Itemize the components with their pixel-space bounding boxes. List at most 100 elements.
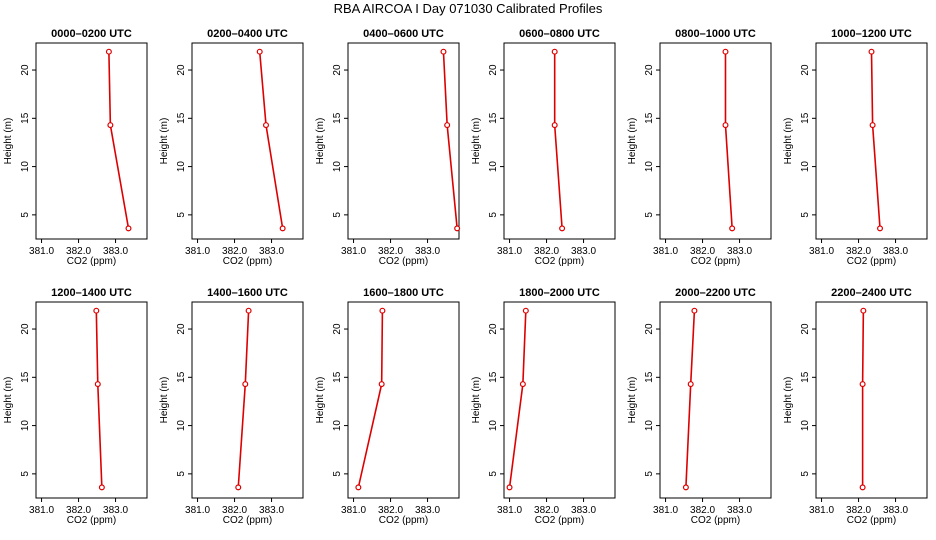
data-point (722, 122, 729, 129)
x-tick-label: 383.0 (103, 505, 128, 516)
data-point (877, 225, 884, 232)
x-tick-label: 383.0 (259, 505, 284, 516)
y-axis-label: Height (m) (627, 118, 638, 165)
x-tick-label: 383.0 (883, 246, 908, 257)
y-tick-label: 15 (176, 112, 187, 124)
x-axis-label: CO2 (ppm) (379, 256, 428, 267)
plot-frame (35, 42, 148, 240)
y-tick-label: 5 (488, 471, 499, 477)
y-tick-label: 20 (800, 323, 811, 335)
data-point (687, 381, 694, 388)
plot-frame (815, 42, 928, 240)
y-tick-label: 5 (488, 212, 499, 218)
y-tick-label: 5 (800, 212, 811, 218)
panel-title: 1000–1200 UTC (831, 28, 912, 40)
y-tick-label: 5 (644, 212, 655, 218)
y-axis-label: Height (m) (471, 377, 482, 424)
panel-title: 0600–0800 UTC (519, 28, 600, 40)
x-tick-label: 381.0 (185, 246, 210, 257)
panel-11: 2000–2200 UTC 381.0 382.0 383.0 5 10 15 20 CO2 (… (627, 287, 772, 526)
y-tick-label: 5 (20, 212, 31, 218)
x-tick-label: 381.0 (29, 505, 54, 516)
data-point (559, 225, 566, 232)
panel-7: 1200–1400 UTC 381.0 382.0 383.0 5 10 15 20 CO2 (… (3, 287, 148, 526)
x-axis-label: CO2 (ppm) (379, 515, 428, 526)
x-tick-label: 381.0 (653, 505, 678, 516)
profile-segment (442, 51, 448, 126)
panel-6: 1000–1200 UTC 381.0 382.0 383.0 5 10 15 20 CO2 (… (783, 28, 928, 267)
profile-segment (724, 125, 733, 229)
y-tick-label: 10 (332, 161, 343, 173)
x-tick-label: 382.0 (690, 246, 715, 257)
x-tick-label: 381.0 (809, 246, 834, 257)
profile-segment (861, 310, 865, 385)
x-axis-label: CO2 (ppm) (223, 515, 272, 526)
plot-frame (503, 42, 616, 240)
y-tick-label: 15 (488, 112, 499, 124)
y-axis-label: Height (m) (159, 118, 170, 165)
panel-1: 0000–0200 UTC 381.0 382.0 383.0 5 10 15 20 CO2 (… (3, 28, 148, 267)
profile-segment (553, 125, 563, 229)
x-tick-label: 383.0 (727, 505, 752, 516)
y-axis-label: Height (m) (315, 377, 326, 424)
y-tick-label: 15 (644, 371, 655, 383)
y-axis-label: Height (m) (315, 118, 326, 165)
y-axis-label: Height (m) (471, 118, 482, 165)
y-tick-label: 5 (176, 212, 187, 218)
data-point (691, 307, 698, 314)
x-tick-label: 383.0 (571, 246, 596, 257)
panel-4: 0600–0800 UTC 381.0 382.0 383.0 5 10 15 20 CO2 (… (471, 28, 616, 267)
y-tick-label: 5 (20, 471, 31, 477)
x-tick-label: 382.0 (846, 505, 871, 516)
x-tick-label: 383.0 (883, 505, 908, 516)
panel-title: 1400–1600 UTC (207, 287, 288, 299)
profile-segment (870, 51, 874, 126)
plot-frame (815, 301, 928, 499)
profile-segment (258, 51, 267, 126)
x-tick-label: 381.0 (185, 505, 210, 516)
x-tick-label: 383.0 (259, 246, 284, 257)
x-axis-label: CO2 (ppm) (223, 256, 272, 267)
data-point (729, 225, 736, 232)
panel-9: 1600–1800 UTC 381.0 382.0 383.0 5 10 15 20 CO2 (… (315, 287, 460, 526)
y-axis-label: Height (m) (783, 377, 794, 424)
y-tick-label: 20 (20, 323, 31, 335)
data-point (869, 122, 876, 129)
profile-segment (685, 384, 692, 488)
panel-12: 2200–2400 UTC 381.0 382.0 383.0 5 10 15 20 CO2 (… (783, 287, 928, 526)
plot-frame (347, 42, 460, 240)
plot-frame (659, 42, 772, 240)
y-tick-label: 15 (800, 371, 811, 383)
y-tick-label: 10 (176, 420, 187, 432)
y-tick-label: 5 (332, 471, 343, 477)
panel-title: 2200–2400 UTC (831, 287, 912, 299)
plot-frame (659, 301, 772, 499)
data-point (242, 381, 249, 388)
panel-title: 0400–0600 UTC (363, 28, 444, 40)
data-point (378, 381, 385, 388)
y-tick-label: 10 (800, 420, 811, 432)
y-tick-label: 15 (20, 371, 31, 383)
y-tick-label: 15 (332, 371, 343, 383)
data-point (355, 484, 362, 491)
x-tick-label: 382.0 (846, 246, 871, 257)
y-tick-label: 20 (644, 64, 655, 76)
y-tick-label: 5 (644, 471, 655, 477)
data-point (859, 381, 866, 388)
y-axis-label: Height (m) (3, 118, 14, 165)
profile-segment (357, 383, 383, 488)
y-axis-label: Height (m) (3, 377, 14, 424)
x-tick-label: 382.0 (534, 246, 559, 257)
x-tick-label: 382.0 (534, 505, 559, 516)
data-point (235, 484, 242, 491)
profile-segment (109, 124, 130, 229)
plot-frame (503, 301, 616, 499)
x-tick-label: 381.0 (341, 505, 366, 516)
y-tick-label: 15 (20, 112, 31, 124)
y-tick-label: 15 (176, 371, 187, 383)
x-tick-label: 383.0 (571, 505, 596, 516)
y-tick-label: 15 (332, 112, 343, 124)
y-tick-label: 5 (176, 471, 187, 477)
data-point (551, 48, 558, 55)
panel-title: 2000–2200 UTC (675, 287, 756, 299)
